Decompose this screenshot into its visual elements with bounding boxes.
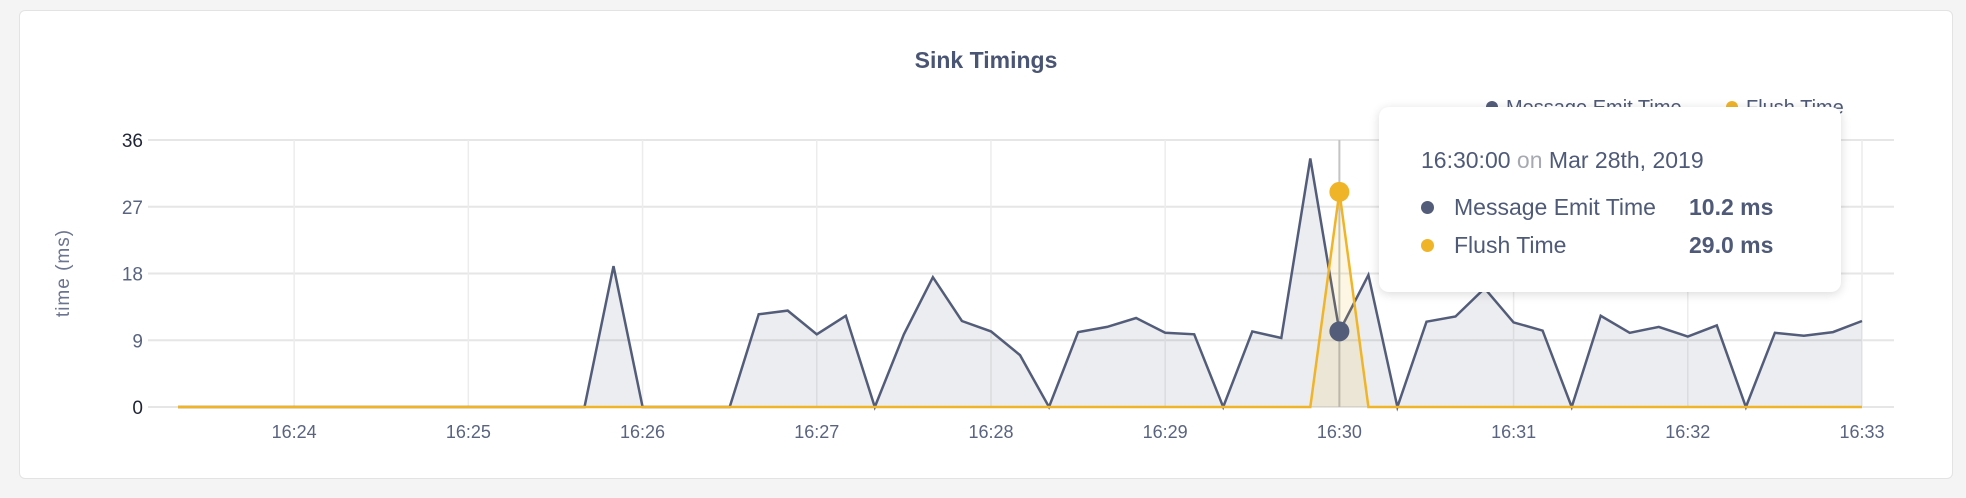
x-tick-label: 16:29: [1143, 422, 1188, 442]
y-axis-label: time (ms): [53, 229, 74, 317]
x-tick-label: 16:26: [620, 422, 665, 442]
tooltip-row-emit: Message Emit Time 10.2 ms: [1421, 188, 1841, 226]
x-tick-label: 16:30: [1317, 422, 1362, 442]
series-area: [178, 158, 1862, 407]
series-dot-icon: [1421, 200, 1434, 214]
x-tick-label: 16:33: [1839, 422, 1884, 442]
tooltip-row-flush: Flush Time 29.0 ms: [1421, 226, 1841, 264]
tooltip-date: Mar 28th, 2019: [1548, 147, 1704, 173]
tooltip-series-value: 29.0 ms: [1689, 231, 1774, 258]
hover-point: [1329, 321, 1350, 342]
tooltip-series-name: Flush Time: [1454, 231, 1567, 258]
x-tick-label: 16:25: [446, 422, 491, 442]
tooltip-series-name: Message Emit Time: [1454, 193, 1656, 220]
tooltip-time: 16:30:00: [1421, 147, 1511, 173]
chart-title: Sink Timings: [915, 47, 1058, 73]
series-line: [178, 191, 1862, 409]
y-tick-label: 27: [122, 198, 143, 219]
y-tick-label: 18: [122, 265, 143, 286]
x-tick-label: 16:31: [1491, 422, 1536, 442]
x-tick-label: 16:32: [1665, 422, 1710, 442]
hover-point: [1329, 181, 1350, 202]
chart-tooltip: 16:30:00 on Mar 28th, 2019 Message Emit …: [1379, 107, 1841, 292]
tooltip-title: 16:30:00 on Mar 28th, 2019: [1421, 147, 1841, 174]
x-tick-label: 16:27: [794, 422, 839, 442]
y-tick-label: 36: [122, 131, 143, 152]
x-tick-label: 16:24: [272, 422, 317, 442]
tooltip-series-value: 10.2 ms: [1689, 193, 1774, 220]
y-tick-label: 9: [132, 331, 143, 352]
y-tick-label: 0: [132, 398, 143, 419]
series-dot-icon: [1421, 238, 1434, 252]
tooltip-on: on: [1516, 147, 1543, 173]
x-tick-label: 16:28: [968, 422, 1013, 442]
